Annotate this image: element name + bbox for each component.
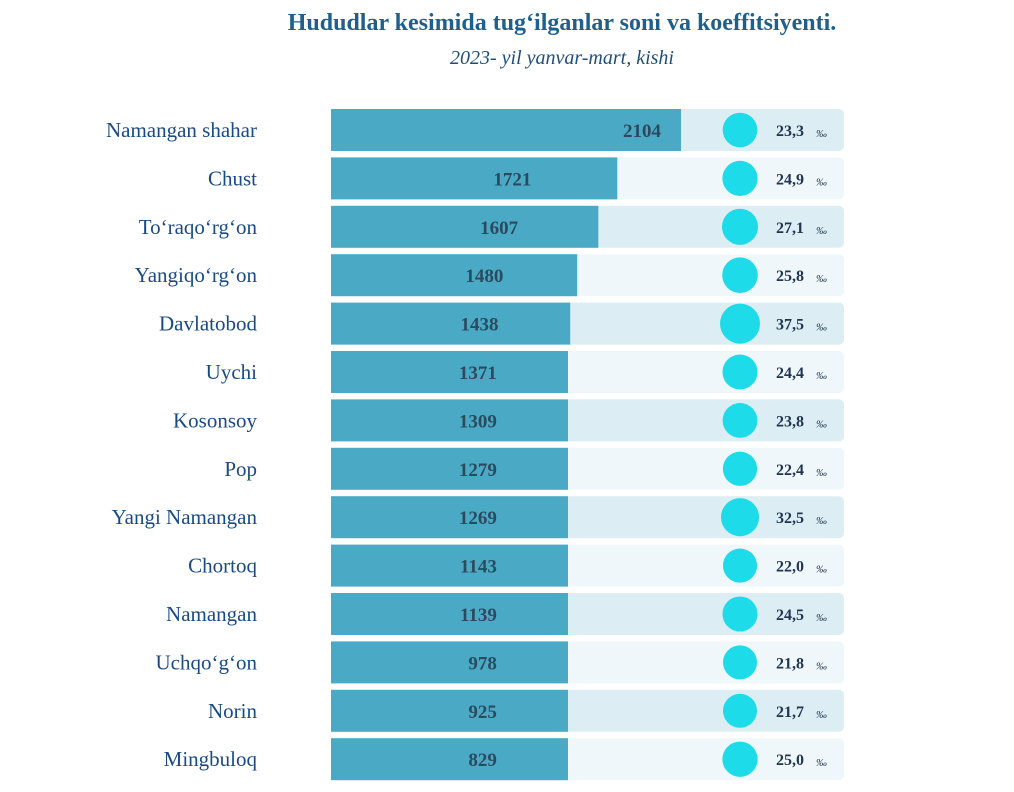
- coefficient-unit: ‰: [816, 612, 827, 624]
- bar: [331, 157, 618, 200]
- bar-value-label: 2104: [623, 121, 662, 142]
- coefficient-circle: [720, 303, 760, 344]
- category-label: Chust: [208, 166, 257, 190]
- bar-value-label: 1143: [460, 557, 497, 578]
- bar-value-label: 1371: [459, 363, 497, 384]
- coefficient-label: 24,4: [776, 365, 804, 382]
- bar-value-label: 1721: [493, 169, 531, 190]
- category-label: Davlatobod: [159, 312, 257, 336]
- coefficient-label: 24,9: [776, 171, 804, 188]
- coefficient-circle: [721, 208, 759, 245]
- coefficient-label: 21,7: [776, 704, 804, 721]
- category-label: To‘raqo‘rg‘on: [139, 215, 258, 239]
- coefficient-label: 37,5: [776, 317, 804, 334]
- category-label: Uchqo‘g‘on: [156, 650, 258, 674]
- bar-value-label: 1279: [459, 460, 497, 481]
- coefficient-circle: [722, 741, 758, 777]
- bar-value-label: 1269: [459, 508, 497, 529]
- category-label: Yangiqo‘rg‘on: [135, 263, 258, 287]
- chart-title: Hududlar kesimida tug‘ilganlar soni va k…: [287, 10, 837, 36]
- coefficient-unit: ‰: [816, 128, 827, 140]
- bar: [331, 544, 568, 587]
- category-label: Mingbuloq: [164, 747, 258, 771]
- coefficient-unit: ‰: [816, 322, 827, 334]
- coefficient-label: 22,0: [776, 559, 804, 576]
- coefficient-circle: [720, 498, 760, 537]
- bar-value-label: 1309: [459, 411, 497, 432]
- bar: [331, 447, 568, 490]
- bar: [331, 593, 568, 635]
- bar: [331, 254, 578, 297]
- bar-value-label: 1438: [460, 315, 498, 336]
- bar: [331, 109, 681, 151]
- category-label: Pop: [224, 457, 257, 481]
- coefficient-label: 32,5: [776, 510, 804, 527]
- coefficient-label: 21,8: [776, 655, 804, 672]
- bar: [331, 205, 599, 248]
- coefficient-unit: ‰: [816, 709, 827, 721]
- bar-value-label: 978: [468, 653, 497, 674]
- coefficient-unit: ‰: [816, 418, 827, 430]
- category-label: Uychi: [206, 360, 257, 384]
- coefficient-unit: ‰: [816, 225, 827, 237]
- coefficient-unit: ‰: [816, 757, 827, 769]
- coefficient-circle: [722, 257, 758, 293]
- category-label: Namangan: [166, 602, 257, 626]
- bar: [331, 689, 568, 732]
- bar-value-label: 829: [468, 750, 497, 771]
- coefficient-label: 27,1: [776, 220, 804, 237]
- coefficient-label: 23,3: [776, 123, 804, 140]
- bar: [331, 302, 571, 345]
- coefficient-unit: ‰: [816, 176, 827, 188]
- bar: [331, 641, 568, 684]
- bar-value-label: 925: [468, 702, 497, 723]
- category-label: Namangan shahar: [106, 118, 257, 142]
- category-label: Kosonsoy: [173, 408, 258, 432]
- coefficient-unit: ‰: [816, 273, 827, 285]
- coefficient-circle: [722, 112, 758, 148]
- bar-value-label: 1607: [480, 218, 519, 239]
- bar-value-label: 1480: [465, 266, 503, 287]
- coefficient-unit: ‰: [816, 660, 827, 672]
- bar: [331, 496, 568, 539]
- category-label: Norin: [208, 699, 257, 723]
- coefficient-circle: [722, 354, 758, 390]
- coefficient-unit: ‰: [816, 564, 827, 576]
- coefficient-label: 23,8: [776, 413, 804, 430]
- bar-value-label: 1139: [460, 605, 497, 626]
- coefficient-circle: [722, 451, 758, 486]
- coefficient-label: 25,8: [776, 268, 804, 285]
- coefficient-circle: [723, 693, 757, 728]
- coefficient-unit: ‰: [816, 370, 827, 382]
- category-label: Chortoq: [188, 554, 257, 578]
- coefficient-unit: ‰: [816, 515, 827, 527]
- coefficient-label: 25,0: [776, 752, 804, 769]
- coefficient-circle: [722, 548, 758, 583]
- coefficient-unit: ‰: [816, 467, 827, 479]
- chart-subtitle: 2023- yil yanvar-mart, kishi: [449, 47, 674, 69]
- coefficient-label: 22,4: [776, 462, 804, 479]
- coefficient-circle: [722, 403, 758, 438]
- coefficient-circle: [722, 645, 758, 680]
- bar: [331, 738, 568, 781]
- coefficient-circle: [722, 160, 758, 197]
- bar: [331, 399, 568, 442]
- bar: [331, 351, 568, 393]
- coefficient-label: 24,5: [776, 607, 804, 624]
- coefficient-circle: [722, 596, 758, 632]
- category-label: Yangi Namangan: [112, 505, 258, 529]
